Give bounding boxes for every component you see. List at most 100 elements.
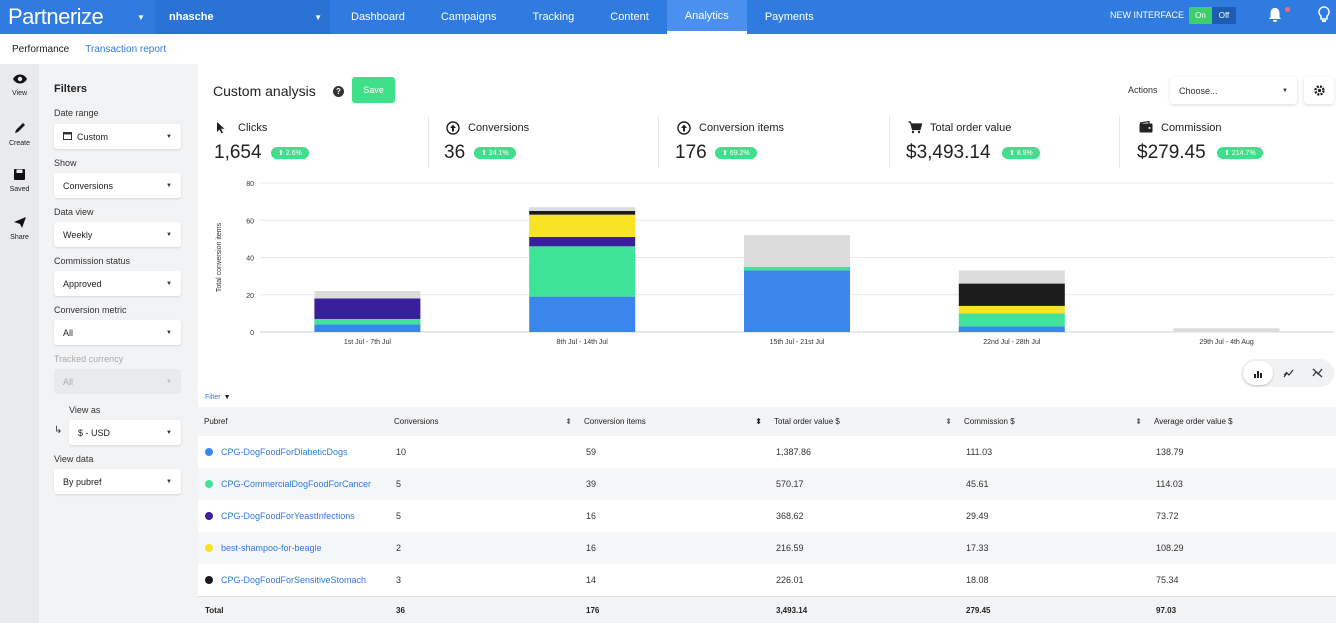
actions-select[interactable]: Choose... ▼ bbox=[1170, 77, 1297, 104]
pubref-cell[interactable]: CPG-DogFoodForSensitiveStomach bbox=[205, 564, 366, 596]
filter-label: Filter bbox=[205, 394, 221, 401]
series-color-dot bbox=[205, 480, 213, 488]
save-button[interactable]: Save bbox=[352, 77, 395, 103]
wallet-icon bbox=[1139, 120, 1153, 136]
pubref-link[interactable]: CPG-DogFoodForYeastInfections bbox=[221, 511, 355, 521]
new-interface-toggle[interactable]: On Off bbox=[1189, 7, 1236, 24]
show-select[interactable]: Conversions ▼ bbox=[54, 173, 181, 198]
rail-share[interactable]: Share bbox=[0, 216, 39, 241]
kpi-change-badge: ⬆ 8.8% bbox=[1002, 147, 1040, 159]
x-tick-label: 1st Jul - 7th Jul bbox=[344, 339, 392, 346]
sort-icon[interactable]: ⬍ bbox=[1135, 417, 1142, 426]
sort-icon[interactable]: ⬍ bbox=[565, 417, 572, 426]
bar-segment bbox=[529, 237, 636, 247]
aov-cell: 75.34 bbox=[1156, 575, 1179, 585]
bar-segment bbox=[958, 305, 1065, 314]
view-data-label: View data bbox=[54, 454, 94, 464]
series-color-dot bbox=[205, 544, 213, 552]
pubref-link[interactable]: best-shampoo-for-beagle bbox=[221, 543, 322, 553]
date-range-select[interactable]: Custom ▼ bbox=[54, 124, 181, 149]
lightbulb-icon[interactable] bbox=[1318, 6, 1330, 27]
line-chart-icon[interactable] bbox=[1273, 361, 1303, 385]
caret-down-icon: ▼ bbox=[166, 429, 172, 436]
table-row: best-shampoo-for-beagle 2 16 216.59 17.3… bbox=[198, 532, 1336, 564]
conversions-cell: 10 bbox=[396, 447, 407, 457]
notifications-icon[interactable] bbox=[1268, 7, 1282, 26]
commission-cell: 111.03 bbox=[966, 447, 993, 457]
caret-down-icon: ▼ bbox=[166, 133, 172, 140]
settings-gear-icon[interactable] bbox=[1304, 77, 1334, 104]
nav-dashboard[interactable]: Dashboard bbox=[351, 11, 405, 23]
y-tick-label: 20 bbox=[246, 293, 254, 300]
commission-status-select[interactable]: Approved ▼ bbox=[54, 271, 181, 296]
table-filter-link[interactable]: Filter ▼ bbox=[205, 394, 231, 401]
caret-down-icon: ▼ bbox=[166, 329, 172, 336]
col-conversions[interactable]: Conversions ⬍ bbox=[388, 407, 578, 436]
pubref-cell[interactable]: CPG-CommercialDogFoodForCancer bbox=[205, 468, 371, 500]
pubref-link[interactable]: CPG-DogFoodForDiabeticDogs bbox=[221, 447, 348, 457]
col-total-order-value[interactable]: Total order value $ ⬍ bbox=[768, 407, 958, 436]
view-data-select[interactable]: By pubref ▼ bbox=[54, 469, 181, 494]
y-axis-title: Total conversion items bbox=[216, 222, 223, 292]
pubref-cell[interactable]: CPG-DogFoodForDiabeticDogs bbox=[205, 436, 348, 468]
conversion-metric-value: All bbox=[63, 327, 74, 338]
calendar-icon bbox=[63, 131, 72, 142]
col-pubref[interactable]: Pubref bbox=[198, 407, 388, 436]
toggle-off[interactable]: Off bbox=[1212, 7, 1236, 24]
kpi-conversion-items: Conversion items 176 ⬆ 69.2% bbox=[675, 116, 905, 172]
rail-saved[interactable]: Saved bbox=[0, 168, 39, 193]
tab-transaction-report[interactable]: Transaction report bbox=[85, 43, 167, 55]
table-row: CPG-DogFoodForSensitiveStomach 3 14 226.… bbox=[198, 564, 1336, 596]
account-name: nhasche bbox=[169, 11, 214, 23]
conversions-cell: 3 bbox=[396, 575, 402, 585]
rail-create[interactable]: Create bbox=[0, 121, 39, 147]
nav-content[interactable]: Content bbox=[610, 11, 649, 23]
series-color-dot bbox=[205, 576, 213, 584]
help-icon[interactable]: ? bbox=[333, 86, 344, 97]
sort-icon[interactable]: ⬍ bbox=[755, 417, 762, 426]
account-selector[interactable]: nhasche ▼ bbox=[155, 0, 330, 34]
bar-chart-icon[interactable] bbox=[1243, 361, 1273, 385]
cursor-icon bbox=[216, 121, 226, 137]
filters-panel: Filters Date range Custom ▼ Show Convers… bbox=[39, 64, 198, 623]
bar-segment bbox=[958, 283, 1065, 306]
partnerize-logo[interactable]: Partnerize bbox=[0, 0, 127, 34]
kpi-value: $279.45 bbox=[1137, 142, 1206, 163]
x-tick-label: 15th Jul - 21st Jul bbox=[770, 339, 825, 346]
nav-analytics[interactable]: Analytics bbox=[666, 0, 747, 34]
chevron-down-icon[interactable]: ▼ bbox=[137, 12, 145, 22]
nav-payments[interactable]: Payments bbox=[764, 11, 814, 23]
commission-status-value: Approved bbox=[63, 278, 102, 289]
rail-view[interactable]: View bbox=[0, 73, 39, 97]
pubref-cell[interactable]: CPG-DogFoodForYeastInfections bbox=[205, 500, 355, 532]
commission-status-label: Commission status bbox=[54, 256, 131, 266]
col-average-order-value[interactable]: Average order value $ bbox=[1148, 407, 1336, 436]
total-tov: 3,493.14 bbox=[776, 606, 808, 615]
items-cell: 39 bbox=[586, 479, 597, 489]
chevron-down-icon: ▼ bbox=[314, 12, 322, 22]
commission-cell: 18.08 bbox=[966, 575, 989, 585]
rail-saved-label: Saved bbox=[9, 186, 30, 193]
pubref-link[interactable]: CPG-CommercialDogFoodForCancer bbox=[221, 479, 372, 489]
col-conversion-items[interactable]: Conversion items ⬍ bbox=[578, 407, 768, 436]
analytics-subnav: Performance Transaction report bbox=[0, 34, 1336, 64]
table-row: CPG-CommercialDogFoodForCancer 5 39 570.… bbox=[198, 468, 1336, 500]
toggle-on[interactable]: On bbox=[1189, 7, 1212, 24]
sort-icon[interactable]: ⬍ bbox=[945, 417, 952, 426]
tracked-currency-select: All ▼ bbox=[54, 369, 181, 394]
pubref-link[interactable]: CPG-DogFoodForSensitiveStomach bbox=[221, 575, 367, 585]
nav-tracking[interactable]: Tracking bbox=[532, 11, 575, 23]
col-commission[interactable]: Commission $ ⬍ bbox=[958, 407, 1148, 436]
view-as-select[interactable]: $ - USD ▼ bbox=[69, 420, 181, 445]
bar-segment bbox=[958, 270, 1065, 284]
kpi-change-badge: ⬆ 24.1% bbox=[474, 147, 516, 159]
kpi-name: Commission bbox=[1161, 122, 1222, 134]
hide-chart-icon[interactable] bbox=[1302, 361, 1332, 385]
conversion-metric-select[interactable]: All ▼ bbox=[54, 320, 181, 345]
data-view-select[interactable]: Weekly ▼ bbox=[54, 222, 181, 247]
actions-label: Actions bbox=[1128, 85, 1158, 95]
pubref-cell[interactable]: best-shampoo-for-beagle bbox=[205, 532, 322, 564]
aov-cell: 73.72 bbox=[1156, 511, 1179, 521]
nav-campaigns[interactable]: Campaigns bbox=[440, 11, 497, 23]
tab-performance[interactable]: Performance bbox=[12, 43, 70, 55]
